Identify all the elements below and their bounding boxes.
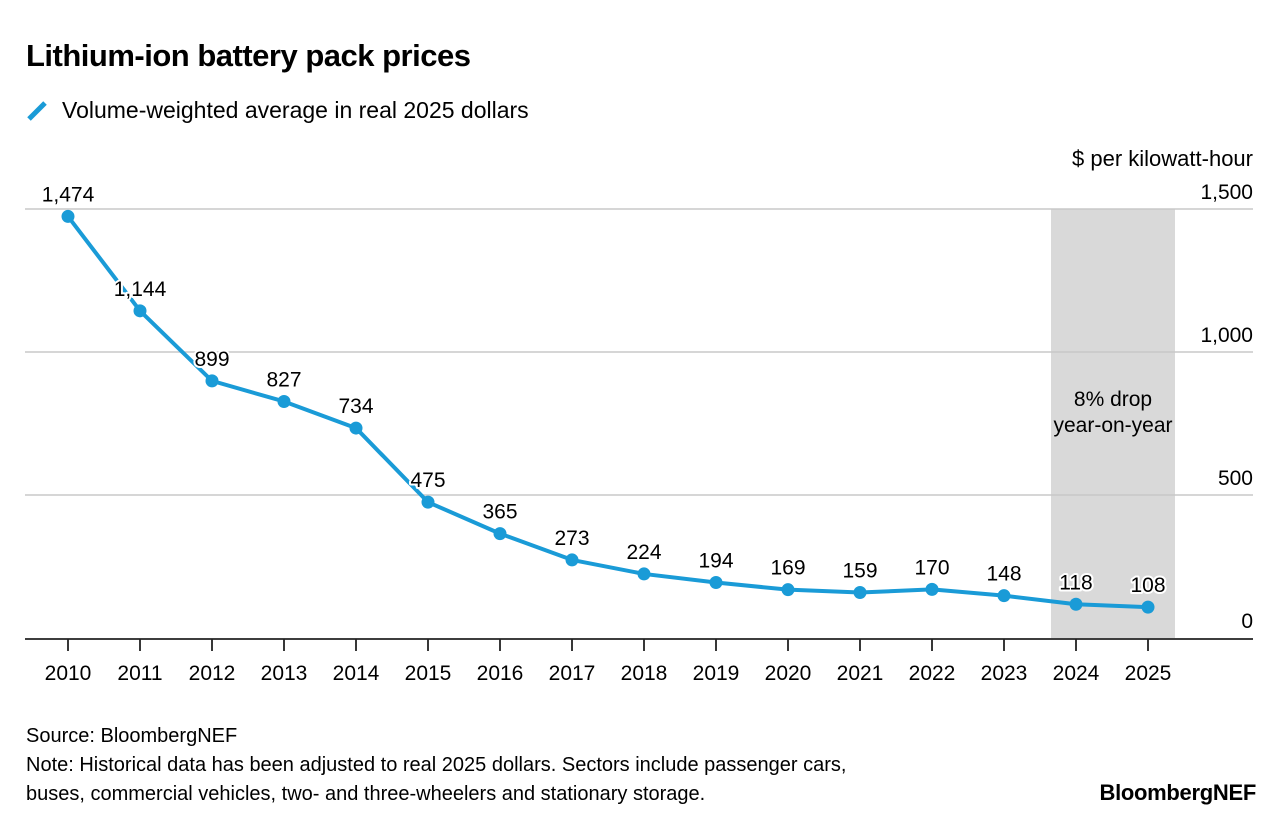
data-point xyxy=(565,553,579,567)
x-tick-label: 2024 xyxy=(1053,662,1100,685)
x-tick-label: 2018 xyxy=(621,662,668,685)
data-label: 159 xyxy=(842,560,877,583)
x-tick-label: 2017 xyxy=(549,662,596,685)
highlight-band xyxy=(1051,209,1175,638)
data-point xyxy=(421,495,435,509)
x-tick-label: 2022 xyxy=(909,662,956,685)
x-tick-label: 2021 xyxy=(837,662,884,685)
data-label: 273 xyxy=(554,527,589,550)
data-point xyxy=(997,589,1011,603)
y-axis-label: $ per kilowatt-hour xyxy=(1072,146,1253,171)
legend-label: Volume-weighted average in real 2025 dol… xyxy=(62,97,529,123)
data-point xyxy=(1069,597,1083,611)
data-point xyxy=(925,582,939,596)
chart-title: Lithium-ion battery pack prices xyxy=(26,38,471,73)
x-tick-label: 2013 xyxy=(261,662,308,685)
note-line-2: buses, commercial vehicles, two- and thr… xyxy=(26,783,706,805)
data-point xyxy=(133,304,147,318)
x-tick-label: 2020 xyxy=(765,662,812,685)
annotation-text: year-on-year xyxy=(1053,414,1172,437)
data-label: 194 xyxy=(698,550,733,573)
data-label: 148 xyxy=(986,563,1021,586)
x-tick-label: 2015 xyxy=(405,662,452,685)
data-label: 224 xyxy=(626,541,661,564)
y-tick-label: 1,500 xyxy=(1200,181,1253,204)
x-tick-label: 2025 xyxy=(1125,662,1172,685)
x-tick-label: 2014 xyxy=(333,662,380,685)
data-label: 899 xyxy=(194,348,229,371)
data-label: 475 xyxy=(410,469,445,492)
data-label: 118 xyxy=(1059,571,1092,594)
legend-line-icon xyxy=(27,100,47,121)
source-text: Source: BloombergNEF xyxy=(26,725,238,747)
data-point xyxy=(205,374,219,388)
data-point xyxy=(1141,600,1155,614)
data-point xyxy=(349,421,363,435)
data-label: 827 xyxy=(266,368,301,391)
data-point xyxy=(61,209,75,223)
data-label: 169 xyxy=(770,557,805,580)
y-tick-label: 500 xyxy=(1218,467,1253,490)
brand-logo: BloombergNEF xyxy=(1099,780,1256,805)
data-point xyxy=(277,394,291,408)
data-label: 1,474 xyxy=(42,183,95,206)
y-tick-label: 0 xyxy=(1241,610,1253,633)
data-point xyxy=(709,576,723,590)
annotation-text: 8% drop xyxy=(1074,388,1152,411)
data-label: 170 xyxy=(914,556,949,579)
x-tick-label: 2019 xyxy=(693,662,740,685)
y-tick-label: 1,000 xyxy=(1200,324,1253,347)
data-point xyxy=(637,567,651,581)
data-point xyxy=(493,527,507,541)
note-line-1: Note: Historical data has been adjusted … xyxy=(26,754,847,776)
data-label: 1,144 xyxy=(114,278,167,301)
legend: Volume-weighted average in real 2025 dol… xyxy=(26,97,529,124)
x-tick-label: 2023 xyxy=(981,662,1028,685)
data-label: 108 xyxy=(1130,574,1165,597)
x-tick-label: 2011 xyxy=(117,662,162,685)
series-line xyxy=(66,215,1149,610)
x-tick-label: 2016 xyxy=(477,662,524,685)
x-tick-label: 2010 xyxy=(45,662,92,685)
data-label: 734 xyxy=(338,395,373,418)
data-label: 365 xyxy=(482,501,517,524)
x-tick-label: 2012 xyxy=(189,662,236,685)
data-point xyxy=(853,586,867,600)
data-point xyxy=(781,583,795,597)
